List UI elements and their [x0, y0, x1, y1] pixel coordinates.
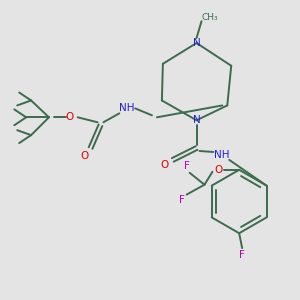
Text: NH: NH	[119, 103, 135, 113]
Text: N: N	[193, 38, 200, 48]
Text: F: F	[239, 250, 245, 260]
Text: F: F	[179, 194, 184, 205]
Text: N: N	[193, 115, 200, 125]
Text: O: O	[161, 160, 169, 170]
Text: O: O	[80, 151, 89, 161]
Text: CH₃: CH₃	[201, 13, 218, 22]
Text: O: O	[214, 165, 223, 175]
Text: F: F	[184, 161, 190, 171]
Text: O: O	[66, 112, 74, 122]
Text: NH: NH	[214, 150, 229, 160]
